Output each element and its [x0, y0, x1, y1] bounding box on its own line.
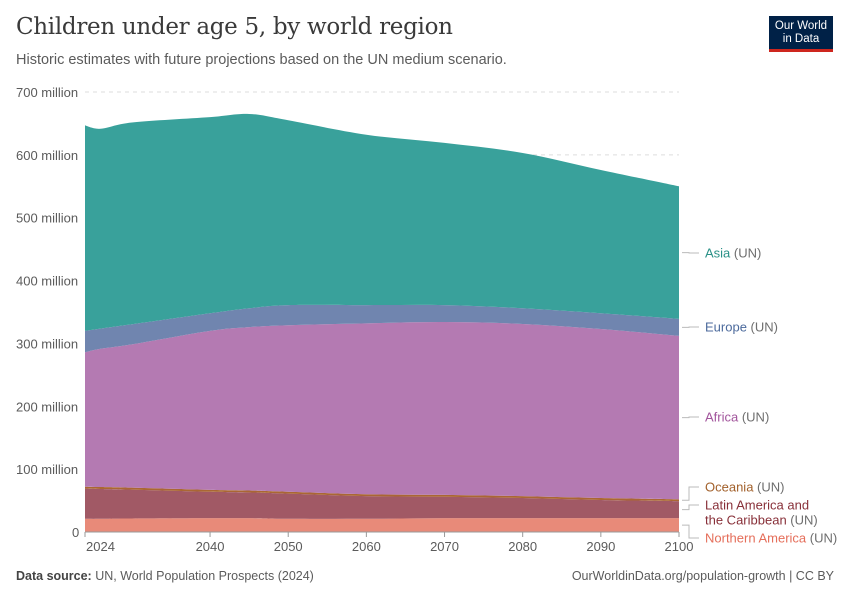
label-leader-line [682, 524, 699, 539]
x-tick-label: 2024 [86, 539, 115, 554]
series-suffix: (UN) [751, 320, 778, 335]
chart-subtitle: Historic estimates with future projectio… [16, 52, 507, 68]
series-suffix: (UN) [734, 246, 761, 261]
series-name: Northern America [705, 531, 810, 546]
x-tick-label: 2090 [586, 539, 615, 554]
label-leader-line [682, 504, 699, 511]
y-tick-label: 200 million [16, 399, 78, 414]
y-tick-label: 700 million [16, 85, 78, 100]
series-label[interactable]: Northern America (UN) [705, 531, 837, 546]
area-oceania[interactable] [85, 486, 679, 502]
series-label[interactable]: Latin America and [705, 498, 809, 513]
area-northern-america[interactable] [85, 518, 679, 532]
y-tick-label: 400 million [16, 274, 78, 289]
data-source-label: Data source: [16, 569, 92, 583]
series-name: the Caribbean [705, 513, 790, 528]
series-name: Europe [705, 320, 751, 335]
area-asia[interactable] [85, 113, 679, 331]
series-label[interactable]: Oceania (UN) [705, 480, 784, 495]
x-tick-label: 2100 [665, 539, 694, 554]
series-name: Asia [705, 246, 734, 261]
y-tick-label: 600 million [16, 148, 78, 163]
series-suffix: (UN) [742, 410, 769, 425]
series-suffix: (UN) [790, 513, 817, 528]
y-tick-label: 0 [72, 525, 79, 540]
y-tick-label: 100 million [16, 462, 78, 477]
area-europe[interactable] [85, 304, 679, 353]
series-suffix: (UN) [810, 531, 837, 546]
series-label[interactable]: Asia (UN) [705, 246, 761, 261]
x-tick-label: 2050 [274, 539, 303, 554]
series-name: Africa [705, 410, 742, 425]
x-tick-label: 2060 [352, 539, 381, 554]
owid-logo[interactable]: Our World in Data [769, 16, 833, 52]
area-africa[interactable] [85, 322, 679, 500]
label-leader-line [682, 416, 699, 419]
series-label[interactable]: Europe (UN) [705, 320, 778, 335]
label-leader-line [682, 486, 699, 501]
x-tick-label: 2040 [196, 539, 225, 554]
y-tick-label: 300 million [16, 336, 78, 351]
series-name: Oceania [705, 480, 757, 495]
series-label-line2[interactable]: the Caribbean (UN) [705, 513, 818, 528]
series-name: Latin America and [705, 498, 809, 513]
chart-title: Children under age 5, by world region [16, 14, 453, 40]
data-source-value: UN, World Population Prospects (2024) [95, 569, 314, 583]
data-source: Data source: UN, World Population Prospe… [16, 569, 314, 583]
area-latin-america-and-the-caribbean[interactable] [85, 488, 679, 519]
x-tick-label: 2080 [508, 539, 537, 554]
footer-link[interactable]: OurWorldinData.org/population-growth | C… [571, 569, 834, 583]
y-tick-label: 500 million [16, 211, 78, 226]
series-label[interactable]: Africa (UN) [705, 410, 769, 425]
series-suffix: (UN) [757, 480, 784, 495]
x-tick-label: 2070 [430, 539, 459, 554]
